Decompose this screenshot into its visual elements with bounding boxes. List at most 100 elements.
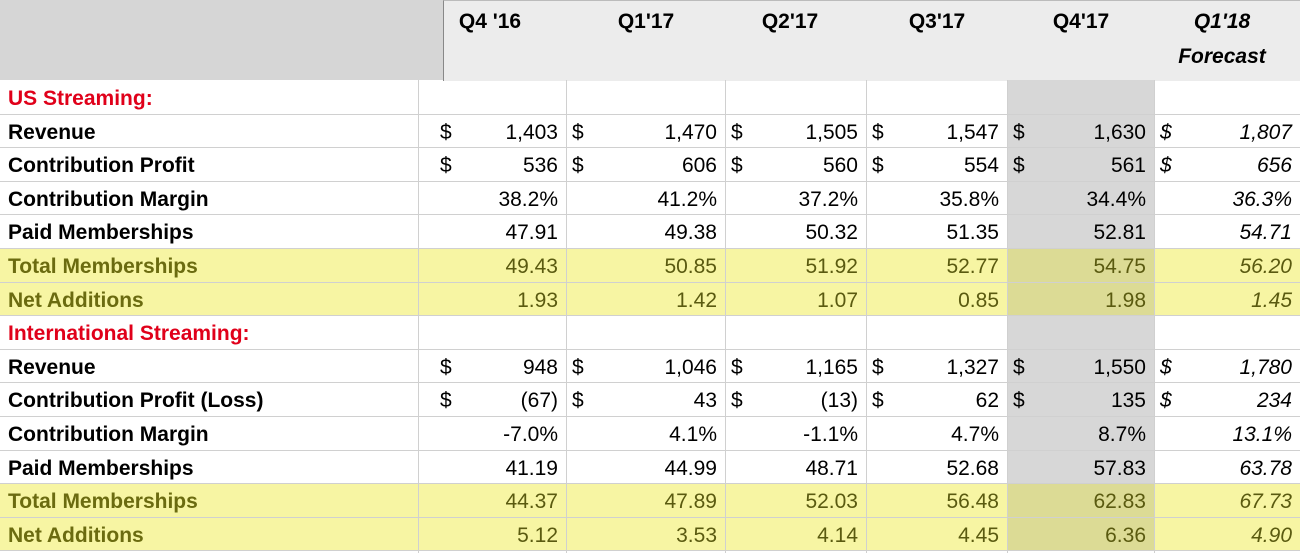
row-label: Revenue: [8, 120, 96, 144]
value-cell: 1.98: [1105, 288, 1146, 312]
row-divider: [0, 483, 1300, 484]
q4-shade: [1007, 382, 1154, 416]
value-cell: 4.1%: [669, 423, 717, 446]
value-cell: 41.2%: [657, 187, 717, 211]
value-cell: 4.7%: [951, 423, 999, 446]
value-cell: 62.83: [1093, 490, 1146, 514]
row-label: Paid Memberships: [8, 221, 194, 245]
q4-shade: [1007, 214, 1154, 248]
row-divider: [0, 214, 1300, 215]
row-label: Net Additions: [8, 288, 144, 312]
section-title: US Streaming:: [8, 87, 153, 110]
forecast-label: Forecast: [1178, 45, 1266, 68]
value-cell: 1.45: [1251, 288, 1292, 312]
value-cell: 37.2%: [798, 187, 858, 211]
row-divider: [0, 282, 1300, 283]
value-cell: 38.2%: [498, 187, 558, 211]
row-label: Revenue: [8, 355, 96, 379]
dollar-sign: $: [1013, 389, 1025, 413]
value-cell: 51.92: [805, 255, 858, 278]
q4-shade: [1007, 449, 1154, 484]
value-cell: 52.03: [805, 490, 858, 514]
value-cell: (13): [820, 389, 858, 413]
value-cell: 1,046: [664, 355, 717, 379]
row-label: Contribution Margin: [8, 187, 209, 211]
value-cell: 948: [522, 355, 558, 379]
row-divider: [0, 416, 1300, 417]
dollar-sign: $: [731, 120, 743, 144]
dollar-sign: $: [440, 154, 452, 178]
dollar-sign: $: [731, 154, 743, 178]
value-cell: 560: [822, 154, 858, 178]
row-divider: [0, 248, 1300, 249]
value-cell: 44.37: [505, 490, 558, 514]
row-divider: [0, 315, 1300, 316]
row-divider: [0, 349, 1300, 350]
value-cell: 35.8%: [939, 187, 999, 211]
row-label: Total Memberships: [8, 490, 198, 514]
column-divider: [725, 80, 726, 553]
value-cell: 13.1%: [1232, 423, 1292, 446]
value-cell: 1.07: [817, 288, 858, 312]
value-cell: 62: [975, 389, 999, 413]
value-cell: 4.14: [817, 523, 858, 547]
value-cell: 57.83: [1093, 456, 1146, 480]
value-cell: 47.91: [505, 221, 558, 245]
dollar-sign: $: [872, 154, 884, 178]
value-cell: 49.43: [505, 255, 558, 278]
row-label: Contribution Profit (Loss): [8, 389, 264, 413]
column-divider: [866, 80, 867, 553]
q4-shade: [1007, 281, 1154, 316]
value-cell: 41.19: [505, 456, 558, 480]
value-cell: 56.20: [1239, 255, 1292, 278]
column-header: Q3'17: [908, 10, 966, 33]
value-cell: 50.32: [805, 221, 858, 245]
column-divider: [1154, 80, 1155, 553]
value-cell: 56.48: [946, 490, 999, 514]
value-cell: 1.93: [517, 288, 558, 312]
value-cell: 63.78: [1239, 456, 1292, 480]
value-cell: 52.68: [946, 456, 999, 480]
q4-shade: [1007, 416, 1154, 450]
value-cell: 536: [522, 154, 558, 178]
value-cell: 0.85: [958, 288, 999, 312]
q4-shade: [1007, 147, 1154, 181]
value-cell: 1.42: [676, 288, 717, 312]
value-cell: 52.81: [1093, 221, 1146, 245]
value-cell: 656: [1256, 154, 1292, 178]
row-label: Total Memberships: [8, 255, 198, 278]
value-cell: 1,550: [1093, 355, 1146, 379]
value-cell: 1,403: [505, 120, 558, 144]
value-cell: 34.4%: [1086, 187, 1146, 211]
column-header: Q1'18: [1193, 10, 1251, 33]
value-cell: 6.36: [1105, 523, 1146, 547]
value-cell: 47.89: [664, 490, 717, 514]
q4-shade: [1007, 348, 1154, 383]
dollar-sign: $: [872, 355, 884, 379]
value-cell: 50.85: [664, 255, 717, 278]
dollar-sign: $: [572, 154, 584, 178]
section-title: International Streaming:: [8, 322, 250, 346]
dollar-sign: $: [1013, 154, 1025, 178]
q4-shade: [1007, 248, 1154, 282]
q4-shade: [1007, 516, 1154, 551]
q4-shade: [1007, 80, 1154, 114]
q4-shade: [1007, 483, 1154, 517]
dollar-sign: $: [1160, 389, 1172, 413]
row-label: Paid Memberships: [8, 456, 194, 480]
value-cell: 1,327: [946, 355, 999, 379]
row-divider: [0, 382, 1300, 383]
value-cell: 5.12: [517, 523, 558, 547]
value-cell: 1,470: [664, 120, 717, 144]
column-divider: [566, 80, 567, 553]
column-divider: [418, 80, 419, 553]
value-cell: 52.77: [946, 255, 999, 278]
value-cell: 1,505: [805, 120, 858, 144]
dollar-sign: $: [1013, 355, 1025, 379]
row-divider: [0, 147, 1300, 148]
value-cell: 54.71: [1239, 221, 1292, 245]
value-cell: 1,165: [805, 355, 858, 379]
value-cell: 44.99: [664, 456, 717, 480]
dollar-sign: $: [440, 389, 452, 413]
header-row: [443, 0, 1300, 81]
